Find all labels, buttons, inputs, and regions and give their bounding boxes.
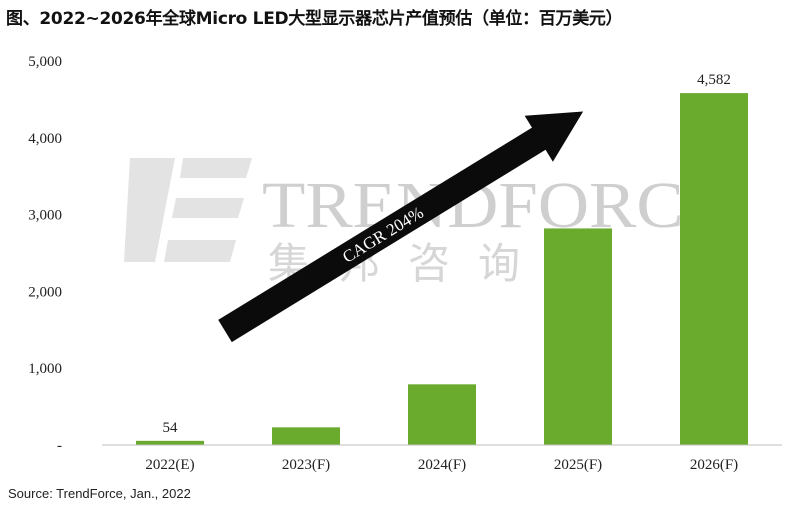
trendforce-logo-icon [124,158,252,262]
cagr-arrow-icon [218,111,584,343]
x-tick-label: 2022(E) [145,457,194,473]
x-tick-label: 2024(F) [418,457,466,473]
bar [544,228,612,445]
x-tick-label: 2026(F) [690,457,738,473]
source-note: Source: TrendForce, Jan., 2022 [8,486,191,501]
y-tick-label: 4,000 [28,131,62,147]
y-tick-label: 5,000 [28,54,62,70]
data-label: 4,582 [697,72,731,88]
y-axis: - 1,000 2,000 3,000 4,000 5,000 [28,54,62,454]
y-tick-label: 1,000 [28,361,62,377]
bar [136,440,204,445]
bar [680,93,748,445]
bars [136,93,748,445]
bar [272,427,340,445]
chart-title: 图、2022~2026年全球Micro LED大型显示器芯片产值预估（单位：百万… [6,9,623,29]
trendforce-watermark: TRENDFORCE 集邦咨询 [124,158,727,288]
x-tick-label: 2025(F) [554,457,602,473]
data-labels: 54 4,582 [163,72,731,436]
x-tick-label: 2023(F) [282,457,330,473]
y-tick-label: 3,000 [28,208,62,224]
y-tick-label: - [57,438,62,454]
watermark-brand: TRENDFORCE [262,169,727,242]
y-tick-label: 2,000 [28,284,62,300]
x-axis: 2022(E) 2023(F) 2024(F) 2025(F) 2026(F) [145,457,738,473]
bar [408,384,476,445]
data-label: 54 [163,420,179,436]
